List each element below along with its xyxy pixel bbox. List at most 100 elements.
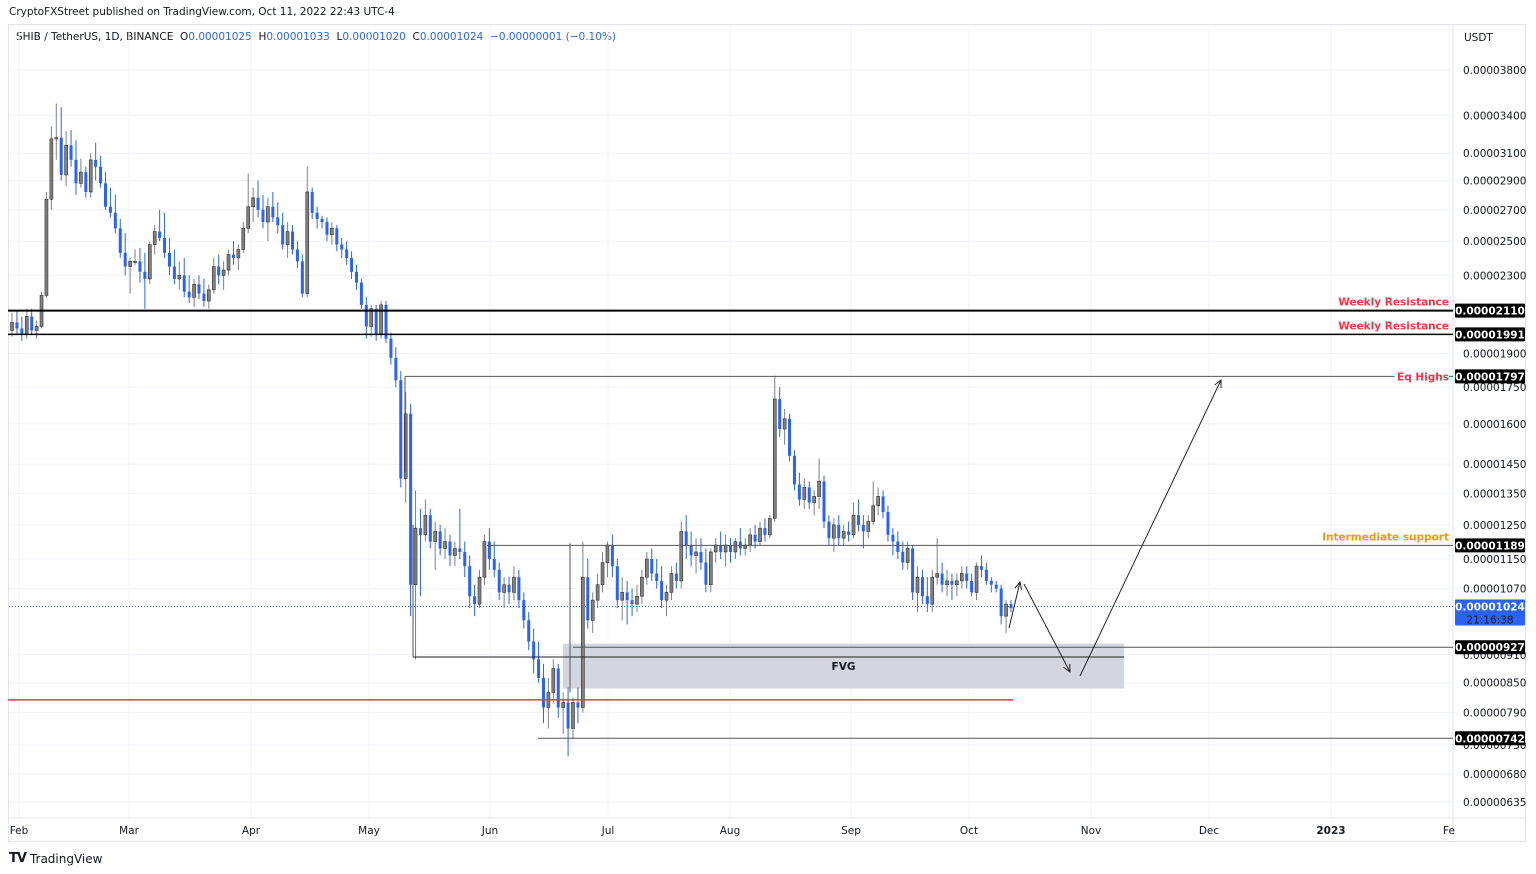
price-axis-tick: 0.00002500 <box>1463 236 1526 248</box>
time-axis-tick: Oct <box>960 825 978 837</box>
open-value: 0.00001025 <box>188 31 252 43</box>
candle-body <box>940 573 944 585</box>
price-axis-tick: 0.00001900 <box>1463 349 1526 361</box>
candle-body <box>807 487 811 503</box>
candle-body <box>832 524 836 539</box>
symbol-legend: SHIB / TetherUS, 1D, BINANCE O0.00001025… <box>16 31 616 43</box>
candle-body <box>527 620 531 642</box>
candle-body <box>123 252 127 267</box>
low-value: 0.00001020 <box>342 31 406 43</box>
candle-body <box>797 484 801 500</box>
close-value: 0.00001024 <box>419 31 484 43</box>
candle-body <box>984 569 988 581</box>
candle-body <box>482 541 487 578</box>
candle-body <box>59 137 63 175</box>
price-tag-value: 0.00001991 <box>1455 329 1525 341</box>
candle-body <box>920 577 924 597</box>
candle-body <box>394 357 398 381</box>
candle-body <box>837 524 841 539</box>
candle-body <box>226 254 231 271</box>
candle-body <box>325 222 329 235</box>
candle-body <box>443 541 447 549</box>
candle-body <box>679 531 684 582</box>
price-axis-tick: 0.00000790 <box>1463 708 1526 720</box>
candle-body <box>300 261 304 294</box>
high-value: 0.00001033 <box>266 31 330 43</box>
price-axis-tick: 0.00001250 <box>1463 520 1526 532</box>
candle-body <box>841 531 846 539</box>
candle-body <box>423 514 428 536</box>
candle-body <box>763 528 767 535</box>
price-tag <box>1455 327 1525 342</box>
candle-body <box>581 576 585 708</box>
candle-body <box>566 702 570 729</box>
candle-body <box>320 218 324 223</box>
candle-body <box>502 584 506 593</box>
fvg-zone <box>563 643 1124 689</box>
candle-body <box>389 338 393 358</box>
candle-body <box>959 573 964 582</box>
price-axis-tick: 0.00002300 <box>1463 270 1526 282</box>
candle-body <box>847 531 851 535</box>
candle-body <box>911 548 915 593</box>
candle-body <box>330 228 334 236</box>
candle-body <box>202 293 206 302</box>
time-axis-tick: Apr <box>242 825 261 837</box>
candle-body <box>753 534 757 542</box>
candle-body <box>719 545 723 552</box>
candle-body <box>354 271 358 283</box>
candle-body <box>561 702 565 708</box>
candle-body <box>571 702 575 729</box>
candle-body <box>541 677 545 708</box>
candle-body <box>650 558 654 574</box>
candle-body <box>211 266 216 291</box>
candle-body <box>901 551 905 563</box>
candle-body <box>340 244 344 250</box>
candle-body <box>625 592 629 601</box>
price-axis-tick: 0.00002900 <box>1463 176 1526 188</box>
price-axis-unit: USDT <box>1464 32 1493 44</box>
candle-body <box>851 514 856 536</box>
candle-body <box>285 231 290 245</box>
candle-body <box>207 289 211 302</box>
candle-body <box>674 573 678 581</box>
candle-body <box>487 541 491 559</box>
candle-body <box>886 511 890 535</box>
candle-body <box>453 548 457 556</box>
candle-body <box>905 548 910 563</box>
candle-body <box>876 496 880 506</box>
candle-body <box>177 275 182 280</box>
projection-arrow <box>1008 581 1021 629</box>
candle-body <box>689 545 693 556</box>
price-axis-tick: 0.00003400 <box>1463 110 1526 122</box>
time-axis-tick: Mar <box>119 825 139 837</box>
candle-body <box>645 558 649 578</box>
candle-body <box>812 496 816 503</box>
candle-body <box>448 541 452 556</box>
candle-body <box>433 531 438 542</box>
candle-body <box>236 249 241 259</box>
candle-body <box>955 580 959 585</box>
time-axis-tick: Jul <box>601 825 615 837</box>
candle-body <box>231 254 235 258</box>
candle-body <box>379 304 383 335</box>
price-tag <box>1455 640 1525 655</box>
candle-body <box>748 534 752 546</box>
candle-body <box>512 576 516 593</box>
candle-body <box>856 515 860 525</box>
candle-body <box>364 304 368 327</box>
candle-body <box>989 580 993 585</box>
price-tag-value: 0.00001797 <box>1455 371 1525 383</box>
candle-body <box>610 545 614 567</box>
candle-body <box>94 159 98 167</box>
price-axis-tick: 0.00001350 <box>1463 488 1526 500</box>
candle-body <box>871 505 876 522</box>
candle-body <box>788 418 792 456</box>
candle-body <box>468 566 472 597</box>
candle-body <box>1004 603 1008 617</box>
price-axis-tick: 0.00002700 <box>1463 205 1526 217</box>
candle-body <box>660 580 664 601</box>
candle-body <box>497 569 501 593</box>
candle-body <box>84 172 88 192</box>
